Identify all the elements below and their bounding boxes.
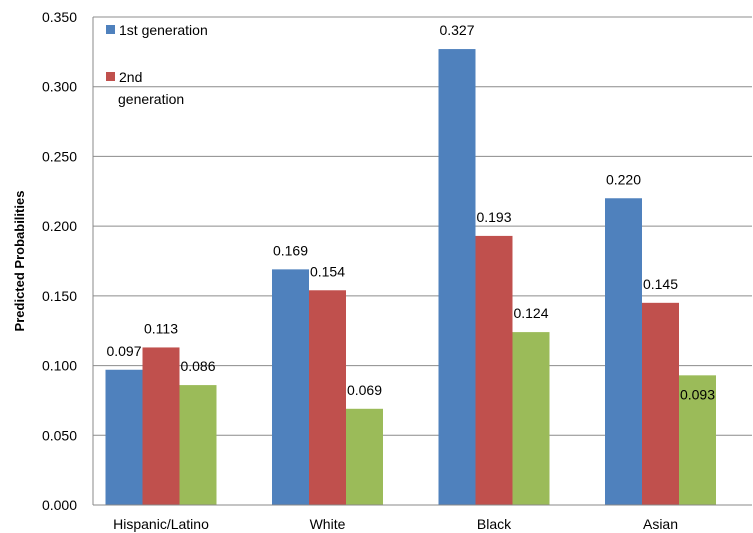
data-label: 0.145 bbox=[643, 276, 678, 292]
x-tick-label: Black bbox=[477, 516, 512, 532]
legend-label: 1st generation bbox=[119, 22, 208, 38]
data-label: 0.097 bbox=[106, 343, 141, 359]
x-tick-label: Asian bbox=[643, 516, 678, 532]
bar-2-white bbox=[309, 290, 346, 505]
bar-3-white bbox=[346, 408, 383, 505]
y-tick-label: 0.050 bbox=[42, 427, 77, 443]
data-label: 0.220 bbox=[606, 171, 641, 187]
y-tick-label: 0.250 bbox=[42, 148, 77, 164]
bar-1-hispanic-latino bbox=[105, 369, 143, 505]
data-label: 0.154 bbox=[310, 263, 345, 279]
data-label: 0.124 bbox=[513, 305, 548, 321]
data-label: 0.327 bbox=[439, 22, 474, 38]
bar-2-black bbox=[475, 235, 513, 505]
bars bbox=[105, 49, 716, 505]
x-tick-label: White bbox=[310, 516, 346, 532]
data-label: 0.169 bbox=[273, 242, 308, 258]
legend-label: generation bbox=[118, 91, 184, 107]
y-tick-label: 0.100 bbox=[42, 358, 77, 374]
y-tick-label: 0.300 bbox=[42, 79, 77, 95]
bar-3-black bbox=[512, 332, 550, 505]
y-axis-label: Predicted Probabilities bbox=[12, 191, 27, 332]
legend-swatch bbox=[106, 25, 115, 34]
legend-swatch bbox=[106, 72, 115, 81]
bar-3-hispanic-latino bbox=[179, 385, 217, 505]
legend: 1st generation 2nd generation bbox=[106, 22, 208, 107]
gridlines bbox=[93, 16, 752, 436]
data-label: 0.069 bbox=[347, 382, 382, 398]
y-tick-label: 0.150 bbox=[42, 288, 77, 304]
data-label: 0.193 bbox=[476, 209, 511, 225]
x-axis-ticks: Hispanic/Latino White Black Asian bbox=[113, 516, 678, 532]
y-axis-ticks: 0.000 0.050 0.100 0.150 0.200 0.250 0.300 0.350 bbox=[42, 9, 77, 513]
legend-label: 2nd bbox=[119, 69, 142, 85]
data-label: 0.093 bbox=[680, 386, 715, 402]
bar-3-asian bbox=[679, 375, 716, 505]
y-tick-label: 0.000 bbox=[42, 497, 77, 513]
x-tick-label: Hispanic/Latino bbox=[113, 516, 209, 532]
bar-1-asian bbox=[605, 198, 642, 505]
data-label: 0.086 bbox=[180, 358, 215, 374]
bar-1-black bbox=[438, 49, 476, 505]
bar-2-asian bbox=[642, 302, 679, 505]
y-tick-label: 0.200 bbox=[42, 218, 77, 234]
data-label: 0.113 bbox=[144, 320, 178, 336]
bar-1-white bbox=[272, 269, 309, 505]
bar-2-hispanic-latino bbox=[142, 347, 180, 505]
y-tick-label: 0.350 bbox=[42, 9, 77, 25]
